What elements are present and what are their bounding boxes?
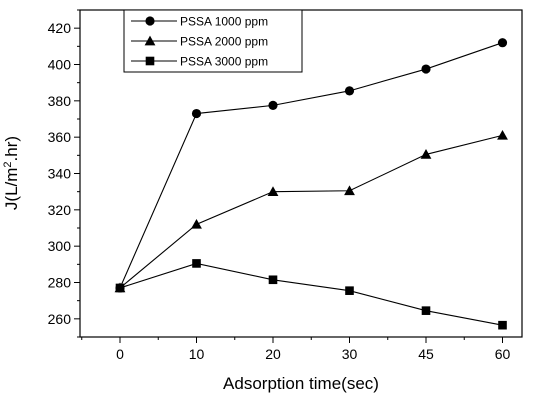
y-tick-label: 420 — [48, 20, 72, 36]
y-axis-label-main: J(L/m — [2, 168, 21, 211]
x-tick-label: 0 — [116, 346, 124, 362]
series-circle — [115, 38, 508, 293]
y-tick-label: 360 — [48, 129, 72, 145]
data-point-square — [345, 286, 354, 295]
y-axis-label-superscript: 2 — [2, 161, 14, 167]
legend-label: PSSA 3000 ppm — [180, 55, 268, 69]
series-triangle — [114, 129, 508, 293]
legend-items: PSSA 1000 ppm PSSA 2000 ppm PSSA 3000 ppm — [131, 15, 268, 69]
legend-item: PSSA 1000 ppm — [131, 15, 268, 29]
data-point-square — [498, 320, 507, 330]
y-axis-ticks: 260 280 300 320 340 360 380 400 420 — [48, 9, 80, 338]
series-line — [119, 42, 503, 289]
data-point-square — [268, 275, 278, 285]
data-point-triangle — [191, 218, 202, 229]
data-point-triangle — [420, 149, 432, 159]
y-tick-label: 380 — [48, 93, 72, 109]
legend-marker-circle — [145, 16, 155, 26]
y-tick-label: 280 — [48, 275, 72, 291]
data-point-triangle — [267, 186, 279, 196]
series-line — [119, 262, 503, 326]
y-tick-label: 400 — [48, 57, 72, 73]
x-tick-label: 10 — [189, 346, 205, 362]
x-axis-ticks: 0 10 20 30 45 60 — [81, 337, 511, 362]
y-tick-label: 300 — [48, 238, 72, 254]
legend: PSSA 1000 ppm PSSA 2000 ppm PSSA 3000 ppm — [123, 9, 303, 73]
legend-marker-triangle — [144, 35, 156, 46]
data-point-square — [115, 283, 125, 293]
x-tick-label: 45 — [418, 346, 434, 362]
legend-label: PSSA 1000 ppm — [180, 15, 268, 29]
data-point-circle — [344, 86, 355, 96]
data-point-circle — [268, 100, 278, 110]
data-point-square — [192, 259, 201, 268]
data-point-circle — [421, 64, 431, 74]
data-point-triangle — [344, 185, 355, 196]
x-tick-label: 60 — [495, 346, 511, 362]
y-tick-label: 320 — [48, 202, 72, 218]
x-axis-label: Adsorption time(sec) — [223, 374, 379, 393]
data-point-triangle — [497, 129, 508, 140]
legend-item: PSSA 2000 ppm — [131, 35, 268, 49]
y-axis-label-tail: .hr) — [2, 136, 21, 162]
data-point-circle — [191, 108, 202, 119]
legend-marker-square — [145, 56, 155, 66]
series-layer — [114, 38, 508, 330]
data-point-square — [421, 306, 431, 315]
legend-item: PSSA 3000 ppm — [131, 55, 268, 69]
y-axis-label: J(L/m2.hr) — [2, 136, 21, 210]
y-tick-label: 260 — [48, 311, 72, 327]
x-tick-label: 30 — [342, 346, 358, 362]
y-tick-label: 340 — [48, 166, 72, 182]
series-line — [119, 134, 503, 289]
x-tick-label: 20 — [265, 346, 281, 362]
data-point-circle — [497, 38, 508, 48]
legend-label: PSSA 2000 ppm — [180, 35, 268, 49]
series-square — [115, 259, 507, 330]
